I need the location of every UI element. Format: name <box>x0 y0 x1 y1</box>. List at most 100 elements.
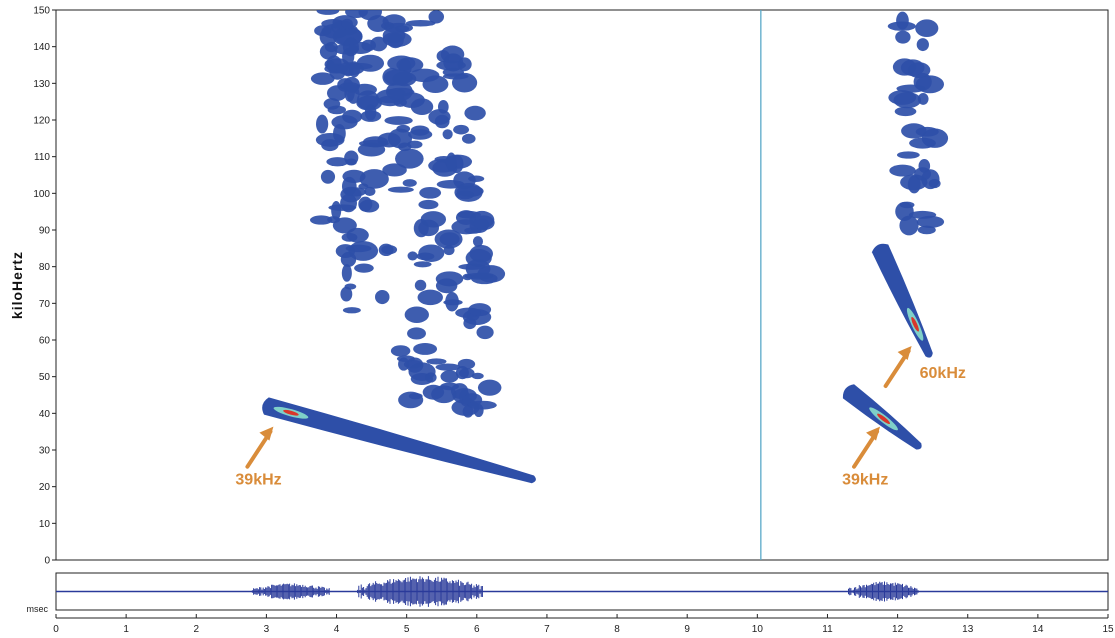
noise-blob <box>422 384 445 400</box>
noise-blob <box>326 157 349 167</box>
call-2-fundamental <box>842 384 922 450</box>
noise-blob <box>468 175 485 182</box>
noise-blob <box>425 372 437 383</box>
y-tick-label: 90 <box>39 226 51 237</box>
noise-blob <box>398 142 412 152</box>
annotation-label: 60kHz <box>920 365 966 382</box>
noise-blob <box>916 215 945 228</box>
annotation-label: 39kHz <box>842 472 888 489</box>
noise-blob <box>354 263 374 273</box>
noise-blob <box>383 69 413 86</box>
x-axis: 0 1 2 3 4 5 6 7 8 9 10 11 12 13 14 15 <box>53 614 1114 635</box>
noise-blob <box>344 187 367 197</box>
x-axis-title: msec <box>26 604 48 614</box>
noise-blob <box>367 15 390 32</box>
noise-blob <box>320 169 336 184</box>
noise-blob <box>442 129 453 140</box>
noise-blob <box>346 227 369 243</box>
noise-blob <box>465 249 492 268</box>
noise-blob <box>387 186 414 193</box>
noise-blob <box>319 27 338 47</box>
waveform-burst <box>848 581 919 602</box>
noise-blob <box>418 199 439 210</box>
noise-blob <box>347 84 360 104</box>
y-tick-label: 100 <box>33 189 50 200</box>
y-tick-label: 70 <box>39 299 51 310</box>
noise-blob <box>418 244 445 262</box>
noise-blob <box>443 245 455 256</box>
noise-blob <box>894 106 917 117</box>
noise-blob <box>464 105 486 121</box>
y-tick-label: 120 <box>33 116 50 127</box>
noise-blob <box>409 68 440 83</box>
noise-blob <box>364 186 376 196</box>
noise-blob <box>435 271 464 287</box>
noise-blob <box>359 169 389 189</box>
noise-blob <box>357 142 386 157</box>
broadband-noise <box>309 10 949 418</box>
x-tick-label: 6 <box>474 624 480 635</box>
noise-blob <box>445 291 459 312</box>
noise-blob <box>440 370 459 383</box>
noise-blob <box>896 151 920 159</box>
x-tick-label: 8 <box>614 624 620 635</box>
noise-blob <box>419 186 442 199</box>
noise-blob <box>408 393 423 400</box>
noise-blob <box>345 158 357 166</box>
waveform-burst <box>357 576 485 607</box>
waveform-trace <box>56 576 1108 607</box>
noise-blob <box>417 289 443 306</box>
noise-blob <box>333 44 360 55</box>
noise-blob <box>382 163 407 177</box>
noise-blob <box>473 215 495 231</box>
noise-blob <box>462 273 473 281</box>
call-2-harmonic <box>871 243 933 358</box>
x-tick-label: 15 <box>1102 624 1114 635</box>
noise-blob <box>899 215 919 236</box>
x-tick-label: 14 <box>1032 624 1044 635</box>
noise-blob <box>471 372 484 380</box>
noise-blob <box>358 196 373 212</box>
y-tick-label: 20 <box>39 482 51 493</box>
noise-blob <box>889 164 916 177</box>
y-tick-label: 10 <box>39 519 51 530</box>
noise-blob <box>378 95 401 104</box>
y-tick-label: 150 <box>33 6 50 17</box>
noise-blob <box>410 98 434 115</box>
x-tick-label: 9 <box>684 624 690 635</box>
noise-blob <box>316 114 329 134</box>
noise-blob <box>467 400 497 410</box>
noise-blob <box>413 261 432 268</box>
waveform-burst <box>251 583 330 600</box>
call-peak-high <box>877 413 890 425</box>
noise-blob <box>896 11 909 30</box>
spectrogram-plot <box>55 9 1109 561</box>
noise-blob <box>900 174 928 191</box>
waveform-panel: msec <box>26 572 1109 614</box>
noise-blob <box>453 124 470 135</box>
call-peak-high <box>283 409 299 416</box>
annotation-arrowhead <box>866 426 881 441</box>
noise-blob <box>458 263 486 270</box>
noise-blob <box>321 139 339 152</box>
noise-blob <box>446 152 457 172</box>
noise-blob <box>464 227 482 234</box>
noise-blob <box>341 18 353 29</box>
noise-blob <box>436 60 466 71</box>
noise-blob <box>382 31 412 47</box>
noise-blob <box>345 10 368 18</box>
y-tick-label: 80 <box>39 262 51 273</box>
x-tick-label: 5 <box>404 624 410 635</box>
noise-blob <box>341 264 352 282</box>
noise-blob <box>316 10 340 15</box>
noise-blob <box>404 306 429 323</box>
noise-blob <box>356 54 385 72</box>
noise-blob <box>917 225 936 235</box>
noise-blob <box>390 345 411 357</box>
noise-blob <box>375 289 390 305</box>
noise-blob <box>323 98 341 110</box>
noise-blob <box>468 303 492 317</box>
y-axis-title: kiloHertz <box>9 251 25 319</box>
call-body <box>262 397 536 484</box>
noise-blob <box>410 125 430 136</box>
